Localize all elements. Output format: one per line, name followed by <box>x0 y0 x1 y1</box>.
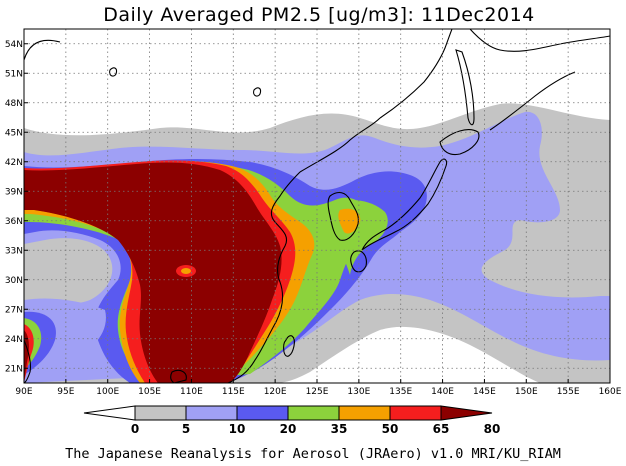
lon-tick-label: 140E <box>431 387 454 397</box>
map-panel: 90E 95E 100E 105E 110E 115E 120E 125E 130E 135E 14… <box>5 28 622 397</box>
lat-tick-label: 24N <box>5 335 23 345</box>
coastline-southeast-asia <box>24 339 32 383</box>
coastline-sakhalin <box>455 49 475 126</box>
coastline-kurils <box>489 71 576 131</box>
figure-title: Daily Averaged PM2.5 [ug/m3]: 11Dec2014 <box>103 4 535 26</box>
hotspot-50 <box>181 268 191 274</box>
colorbar-segment <box>287 405 340 421</box>
colorbar-label: 35 <box>331 422 348 436</box>
colorbar-label: 65 <box>433 422 450 436</box>
lon-tick-label: 95E <box>57 387 74 397</box>
figure-footer: The Japanese Reanalysis for Aerosol (JRA… <box>65 446 561 462</box>
colorbar-segment <box>134 405 187 421</box>
colorbar-segment <box>338 405 391 421</box>
lon-tick-label: 90E <box>15 387 32 397</box>
colorbar-label: 10 <box>229 422 246 436</box>
colorbar-segment <box>236 405 289 421</box>
lon-tick-label: 110E <box>180 387 203 397</box>
coastline-japan-honshu <box>361 158 448 251</box>
lat-tick-label: 21N <box>5 364 23 374</box>
lon-tick-label: 125E <box>306 387 329 397</box>
lat-tick-label: 27N <box>5 305 23 315</box>
colorbar-label: 80 <box>484 422 501 436</box>
lon-tick-label: 145E <box>473 387 496 397</box>
lon-tick-label: 105E <box>138 387 161 397</box>
colorbar-label: 0 <box>131 422 139 436</box>
colorbar-segment <box>389 405 442 421</box>
lon-tick-label: 130E <box>347 387 370 397</box>
lat-tick-label: 30N <box>5 276 23 286</box>
colorbar-label: 5 <box>182 422 190 436</box>
coastline-lake <box>253 87 262 97</box>
coastline-island <box>109 67 118 77</box>
latitude-axis: 21N 24N 27N 30N 33N 36N 39N 42N 45N 48N 51N 54N <box>5 40 28 374</box>
colorbar: 0 5 10 20 35 50 65 80 <box>83 405 501 436</box>
lon-tick-label: 100E <box>96 387 119 397</box>
colorbar-label: 50 <box>382 422 399 436</box>
lon-tick-label: 160E <box>599 387 622 397</box>
colorbar-arrow-low <box>83 405 136 421</box>
coastline-russia <box>379 29 610 119</box>
lon-tick-label: 135E <box>389 387 412 397</box>
lat-tick-label: 36N <box>5 217 23 227</box>
lat-tick-label: 42N <box>5 158 23 168</box>
coastline-japan-hokkaido <box>439 129 480 156</box>
lat-tick-label: 54N <box>5 40 23 50</box>
lat-tick-label: 51N <box>5 69 23 79</box>
lat-tick-label: 45N <box>5 128 23 138</box>
map-grid <box>24 29 610 383</box>
coastline-hainan <box>170 369 187 383</box>
lon-tick-label: 150E <box>515 387 538 397</box>
coastline-taiwan <box>283 335 295 357</box>
lon-tick-label: 120E <box>264 387 287 397</box>
lat-tick-label: 48N <box>5 99 23 109</box>
pm25-contours <box>24 29 610 383</box>
coastlines <box>24 29 610 383</box>
contour-80 <box>24 162 282 383</box>
colorbar-segment <box>185 405 238 421</box>
longitude-axis: 90E 95E 100E 105E 110E 115E 120E 125E 130E 135E 14… <box>15 379 622 397</box>
lat-tick-label: 39N <box>5 187 23 197</box>
coastline-korea <box>327 191 359 241</box>
lon-tick-label: 115E <box>222 387 245 397</box>
lon-tick-label: 155E <box>557 387 580 397</box>
colorbar-arrow-high <box>440 405 493 421</box>
colorbar-label: 20 <box>280 422 297 436</box>
lat-tick-label: 33N <box>5 246 23 256</box>
